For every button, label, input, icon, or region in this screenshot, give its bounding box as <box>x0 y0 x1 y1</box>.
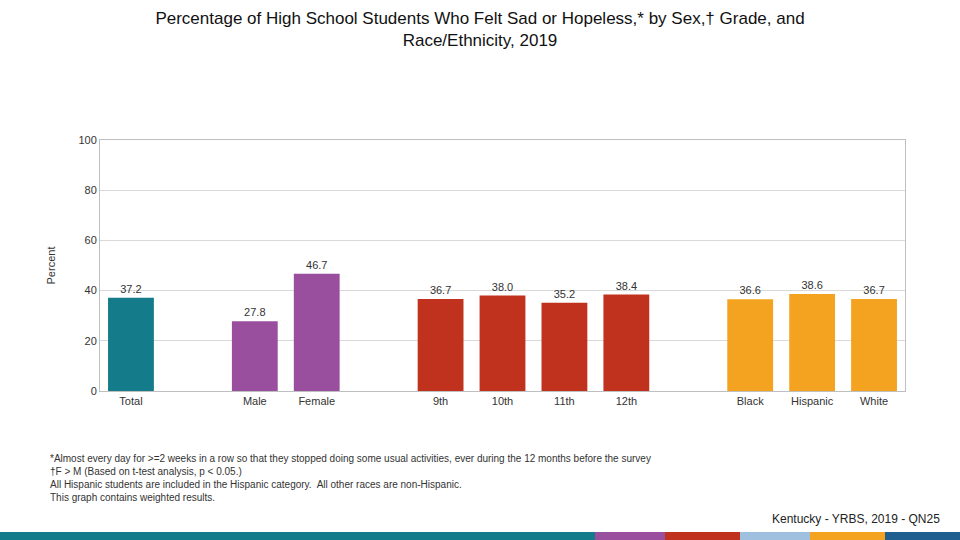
svg-text:White: White <box>860 395 888 407</box>
svg-text:80: 80 <box>85 184 97 196</box>
svg-text:38.6: 38.6 <box>801 279 822 291</box>
svg-text:36.7: 36.7 <box>863 284 884 296</box>
svg-text:10th: 10th <box>492 395 513 407</box>
svg-text:9th: 9th <box>433 395 448 407</box>
svg-text:100: 100 <box>78 134 96 146</box>
svg-text:Female: Female <box>298 395 335 407</box>
svg-text:Hispanic: Hispanic <box>791 395 834 407</box>
svg-text:37.2: 37.2 <box>120 283 141 295</box>
svg-text:Total: Total <box>119 395 142 407</box>
svg-text:46.7: 46.7 <box>306 259 327 271</box>
svg-text:38.0: 38.0 <box>492 281 513 293</box>
svg-text:*Almost every day for >=2 week: *Almost every day for >=2 weeks in a row… <box>50 453 651 503</box>
svg-text:0: 0 <box>91 385 97 397</box>
svg-text:Kentucky - YRBS, 2019 - QN25: Kentucky - YRBS, 2019 - QN25 <box>772 512 940 526</box>
svg-text:Black: Black <box>737 395 764 407</box>
svg-text:Percentage of High School Stud: Percentage of High School Students Who F… <box>155 9 804 50</box>
svg-text:20: 20 <box>85 335 97 347</box>
svg-text:11th: 11th <box>554 395 575 407</box>
svg-text:40: 40 <box>85 284 97 296</box>
svg-text:12th: 12th <box>616 395 637 407</box>
svg-text:60: 60 <box>85 234 97 246</box>
svg-text:27.8: 27.8 <box>244 306 265 318</box>
svg-text:Male: Male <box>243 395 267 407</box>
svg-text:36.7: 36.7 <box>430 284 451 296</box>
svg-text:35.2: 35.2 <box>554 288 575 300</box>
svg-text:36.6: 36.6 <box>739 284 760 296</box>
svg-text:38.4: 38.4 <box>616 280 637 292</box>
svg-text:Percent: Percent <box>45 247 57 285</box>
